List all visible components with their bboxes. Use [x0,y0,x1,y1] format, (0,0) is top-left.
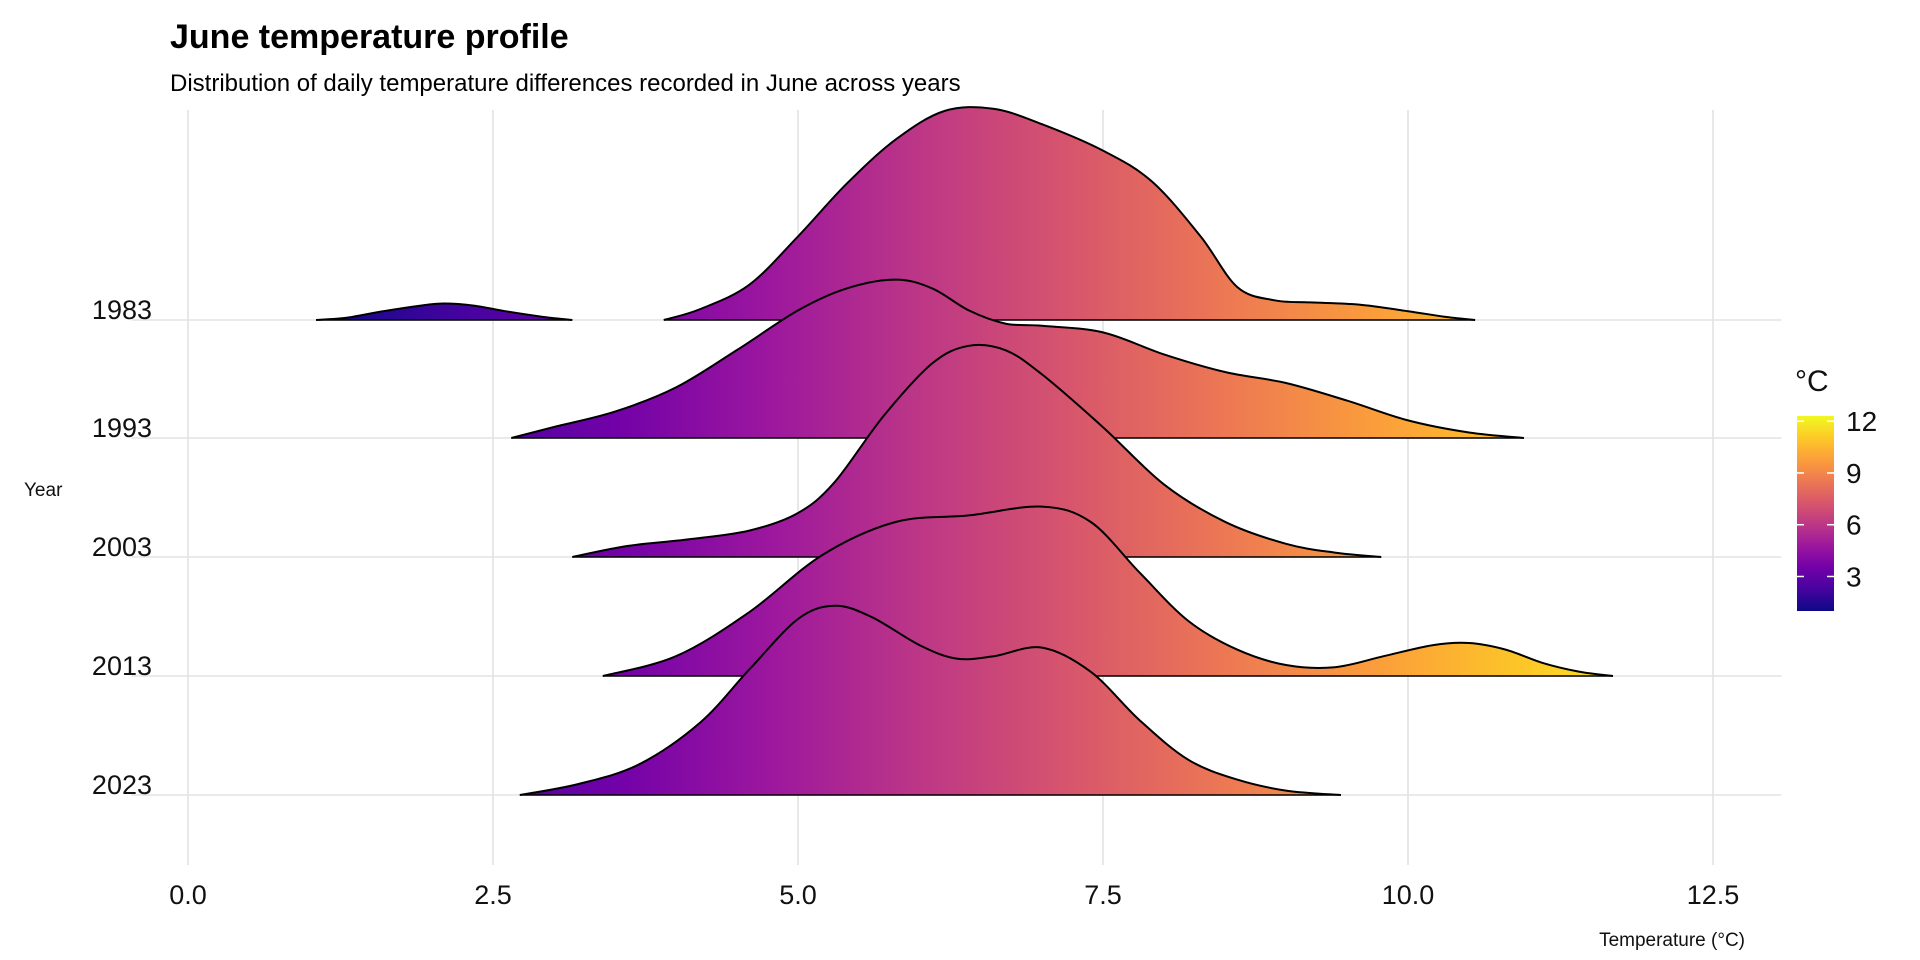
ridge-1983 [316,106,1476,321]
ridge-outline-2003 [572,343,1382,558]
legend-title: °C [1795,365,1829,398]
ridge-area-1983 [663,107,1476,320]
y-axis-title: Year [24,480,63,501]
x-tick-label: 2.5 [474,880,512,910]
legend-tick-label: 9 [1846,458,1862,489]
ridge-outline-2023 [519,604,1341,796]
ridge-outline-2013 [602,505,1614,677]
legend-colorbar [1797,416,1834,611]
y-tick-label: 2003 [92,532,152,562]
ridge-outline-1993 [511,278,1524,439]
legend-tick-label: 6 [1846,510,1862,541]
y-tick-label: 2023 [92,770,152,800]
x-tick-label: 5.0 [779,880,817,910]
legend-tick-label: 12 [1846,406,1877,437]
ridge-outline-1983 [316,302,573,321]
color-legend: °C 3 6 9 12 [1795,365,1877,611]
chart-subtitle: Distribution of daily temperature differ… [170,70,961,97]
ridge-area-1983 [316,303,573,320]
ridge-area-2023 [519,605,1341,795]
x-tick-label: 10.0 [1382,880,1435,910]
y-axis-ticks: 1983 1993 2003 2013 2023 [92,295,152,800]
ridge-area-2003 [572,344,1382,557]
y-tick-label: 1983 [92,295,152,325]
y-tick-label: 1993 [92,413,152,443]
legend-ticks: 3 6 9 12 [1797,406,1877,592]
x-tick-label: 12.5 [1687,880,1740,910]
ridge-2023 [519,604,1341,796]
ridge-outline-1983 [663,106,1476,321]
chart-title: June temperature profile [170,18,569,56]
legend-tick-label: 3 [1846,561,1862,592]
x-tick-label: 0.0 [169,880,207,910]
x-axis-title: Temperature (°C) [1599,930,1745,951]
ridge-areas [316,106,1614,796]
x-tick-label: 7.5 [1084,880,1122,910]
x-axis-ticks: 0.0 2.5 5.0 7.5 10.0 12.5 [169,880,1739,910]
y-tick-label: 2013 [92,651,152,681]
